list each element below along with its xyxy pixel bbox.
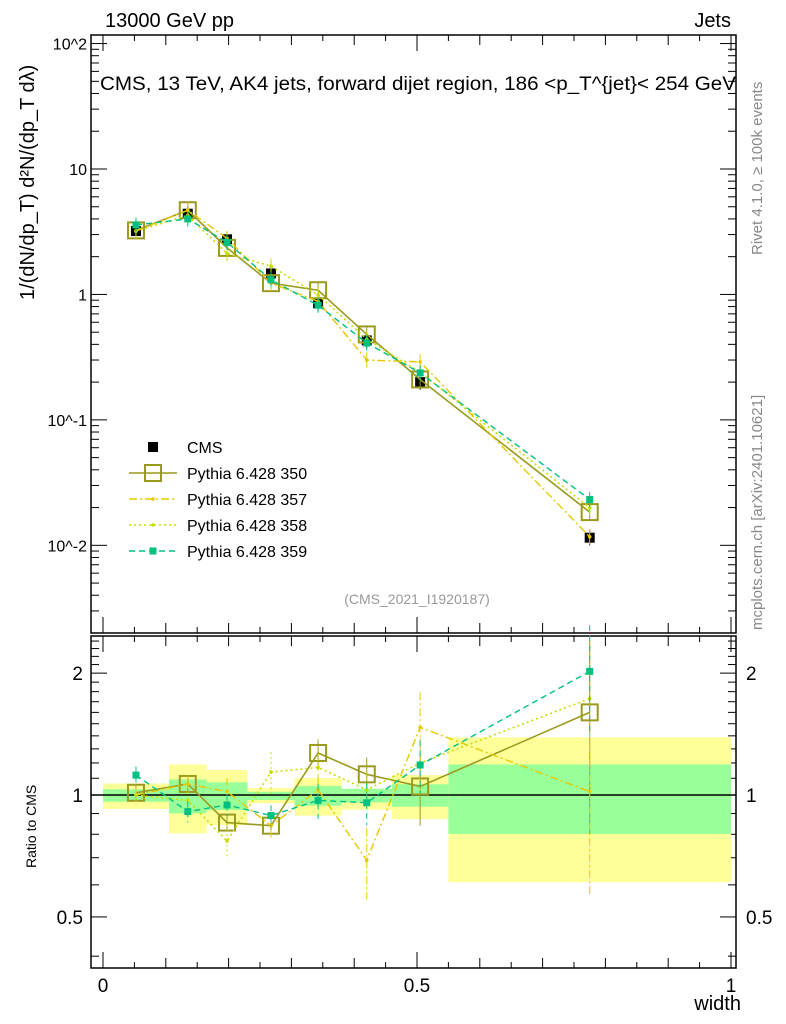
p358-marker bbox=[364, 788, 369, 792]
p359-marker bbox=[132, 221, 140, 229]
y-tick-label: 10^-2 bbox=[47, 538, 87, 555]
p359-marker bbox=[223, 238, 231, 246]
p358-marker bbox=[316, 765, 320, 770]
legend-label: Pythia 6.428 359 bbox=[187, 544, 307, 561]
legend-item: CMS bbox=[148, 440, 223, 457]
legend-item: Pythia 6.428 358 bbox=[129, 518, 307, 535]
p358-marker bbox=[269, 264, 273, 268]
p359-marker bbox=[132, 771, 140, 779]
p357-marker bbox=[151, 497, 155, 501]
p358-marker bbox=[269, 770, 273, 774]
legend-label: Pythia 6.428 358 bbox=[187, 518, 307, 535]
p359-marker bbox=[586, 495, 594, 503]
p358-marker bbox=[225, 251, 229, 256]
ratio-y-tick-label: 2 bbox=[72, 664, 83, 685]
legend-label: Pythia 6.428 357 bbox=[187, 492, 307, 509]
p357-marker bbox=[364, 858, 369, 863]
p357-marker bbox=[185, 782, 190, 786]
y-tick-label: 10^-1 bbox=[47, 413, 87, 430]
ratio-y-tick-label: 1 bbox=[72, 786, 83, 807]
p357-marker bbox=[587, 789, 592, 794]
mcplots-label: mcplots.cern.ch [arXiv:2401.10621] bbox=[749, 395, 766, 630]
y-tick-label: 10^2 bbox=[53, 37, 87, 54]
ratio-series-p359 bbox=[132, 625, 594, 827]
legend: CMS Pythia 6.428 350 Pythia 6.428 357 Pythi… bbox=[129, 440, 307, 561]
p357-marker bbox=[587, 534, 592, 539]
ratio-y-tick-label-right: 1 bbox=[746, 786, 757, 807]
p359-ratio-line bbox=[135, 670, 591, 817]
p359-marker bbox=[184, 215, 192, 223]
p359-marker bbox=[363, 339, 371, 347]
p358-marker bbox=[316, 293, 320, 297]
ratio-frame bbox=[90, 635, 737, 969]
p359-line bbox=[135, 218, 591, 501]
p357-marker bbox=[316, 788, 320, 792]
main-y-axis-label: 1/(dN/dp_T) d²N/(dp_T dλ) bbox=[17, 65, 39, 300]
plot-title: CMS, 13 TeV, AK4 jets, forward dijet reg… bbox=[100, 74, 736, 95]
p358-marker bbox=[185, 798, 190, 803]
p359-marker bbox=[267, 812, 275, 820]
legend-label: CMS bbox=[187, 440, 223, 457]
p359-marker bbox=[223, 801, 231, 809]
header-right: Jets bbox=[694, 10, 731, 32]
legend-item: Pythia 6.428 357 bbox=[129, 492, 307, 509]
x-axis-label: width bbox=[693, 993, 741, 1015]
p350-marker bbox=[309, 743, 328, 762]
p357-line bbox=[135, 209, 591, 538]
p357-marker bbox=[418, 725, 422, 730]
legend-item: Pythia 6.428 359 bbox=[129, 544, 307, 561]
header-left: 13000 GeV pp bbox=[105, 10, 234, 32]
p359-marker bbox=[363, 799, 371, 807]
legend-item: Pythia 6.428 350 bbox=[129, 464, 307, 483]
legend-label: Pythia 6.428 350 bbox=[187, 466, 307, 483]
band-stat bbox=[247, 791, 295, 801]
p358-marker bbox=[225, 839, 229, 843]
p358-marker bbox=[587, 506, 592, 510]
p359-marker bbox=[267, 276, 275, 284]
analysis-id: (CMS_2021_I1920187) bbox=[344, 591, 490, 607]
x-tick-label: 1 bbox=[726, 976, 737, 997]
p350-marker bbox=[144, 464, 162, 482]
p359-marker bbox=[314, 796, 322, 804]
ratio-y-label: Ratio to CMS bbox=[23, 785, 39, 868]
series-p359 bbox=[132, 211, 594, 508]
ratio-y-tick-label-right: 0.5 bbox=[746, 908, 772, 929]
p359-marker bbox=[586, 667, 594, 675]
p359-marker bbox=[416, 761, 424, 769]
p358-line bbox=[135, 214, 591, 509]
x-tick-label: 0.5 bbox=[404, 976, 430, 997]
p359-marker bbox=[314, 301, 322, 309]
p359-marker bbox=[416, 369, 424, 377]
p357-marker bbox=[418, 360, 422, 364]
ratio-y-tick-label: 0.5 bbox=[57, 908, 83, 929]
p357-marker bbox=[225, 789, 229, 794]
p357-marker bbox=[364, 358, 369, 362]
p359-marker bbox=[149, 547, 157, 555]
p358-marker bbox=[151, 523, 155, 527]
p359-marker bbox=[184, 808, 192, 816]
ratio-series-p358 bbox=[134, 639, 592, 860]
ratio-y-tick-label-right: 2 bbox=[746, 664, 757, 685]
ratio-plot: 0 0.5 1 0.5 0.5 1 1 2 2 bbox=[57, 35, 772, 997]
p358-ratio-line bbox=[135, 697, 590, 843]
main-plot: 10^-2 10^-1 1 10 10^2 CMS Pythia 6.428 350 Pyth… bbox=[47, 34, 737, 634]
x-tick-label: 0 bbox=[98, 976, 109, 997]
main-frame bbox=[90, 34, 737, 634]
p358-marker bbox=[134, 793, 138, 797]
y-tick-label: 10 bbox=[69, 162, 87, 179]
y-tick-label: 1 bbox=[78, 287, 87, 304]
rivet-label: Rivet 4.1.0, ≥ 100k events bbox=[749, 82, 766, 255]
cms-marker bbox=[148, 442, 158, 452]
p350-marker bbox=[357, 765, 376, 784]
